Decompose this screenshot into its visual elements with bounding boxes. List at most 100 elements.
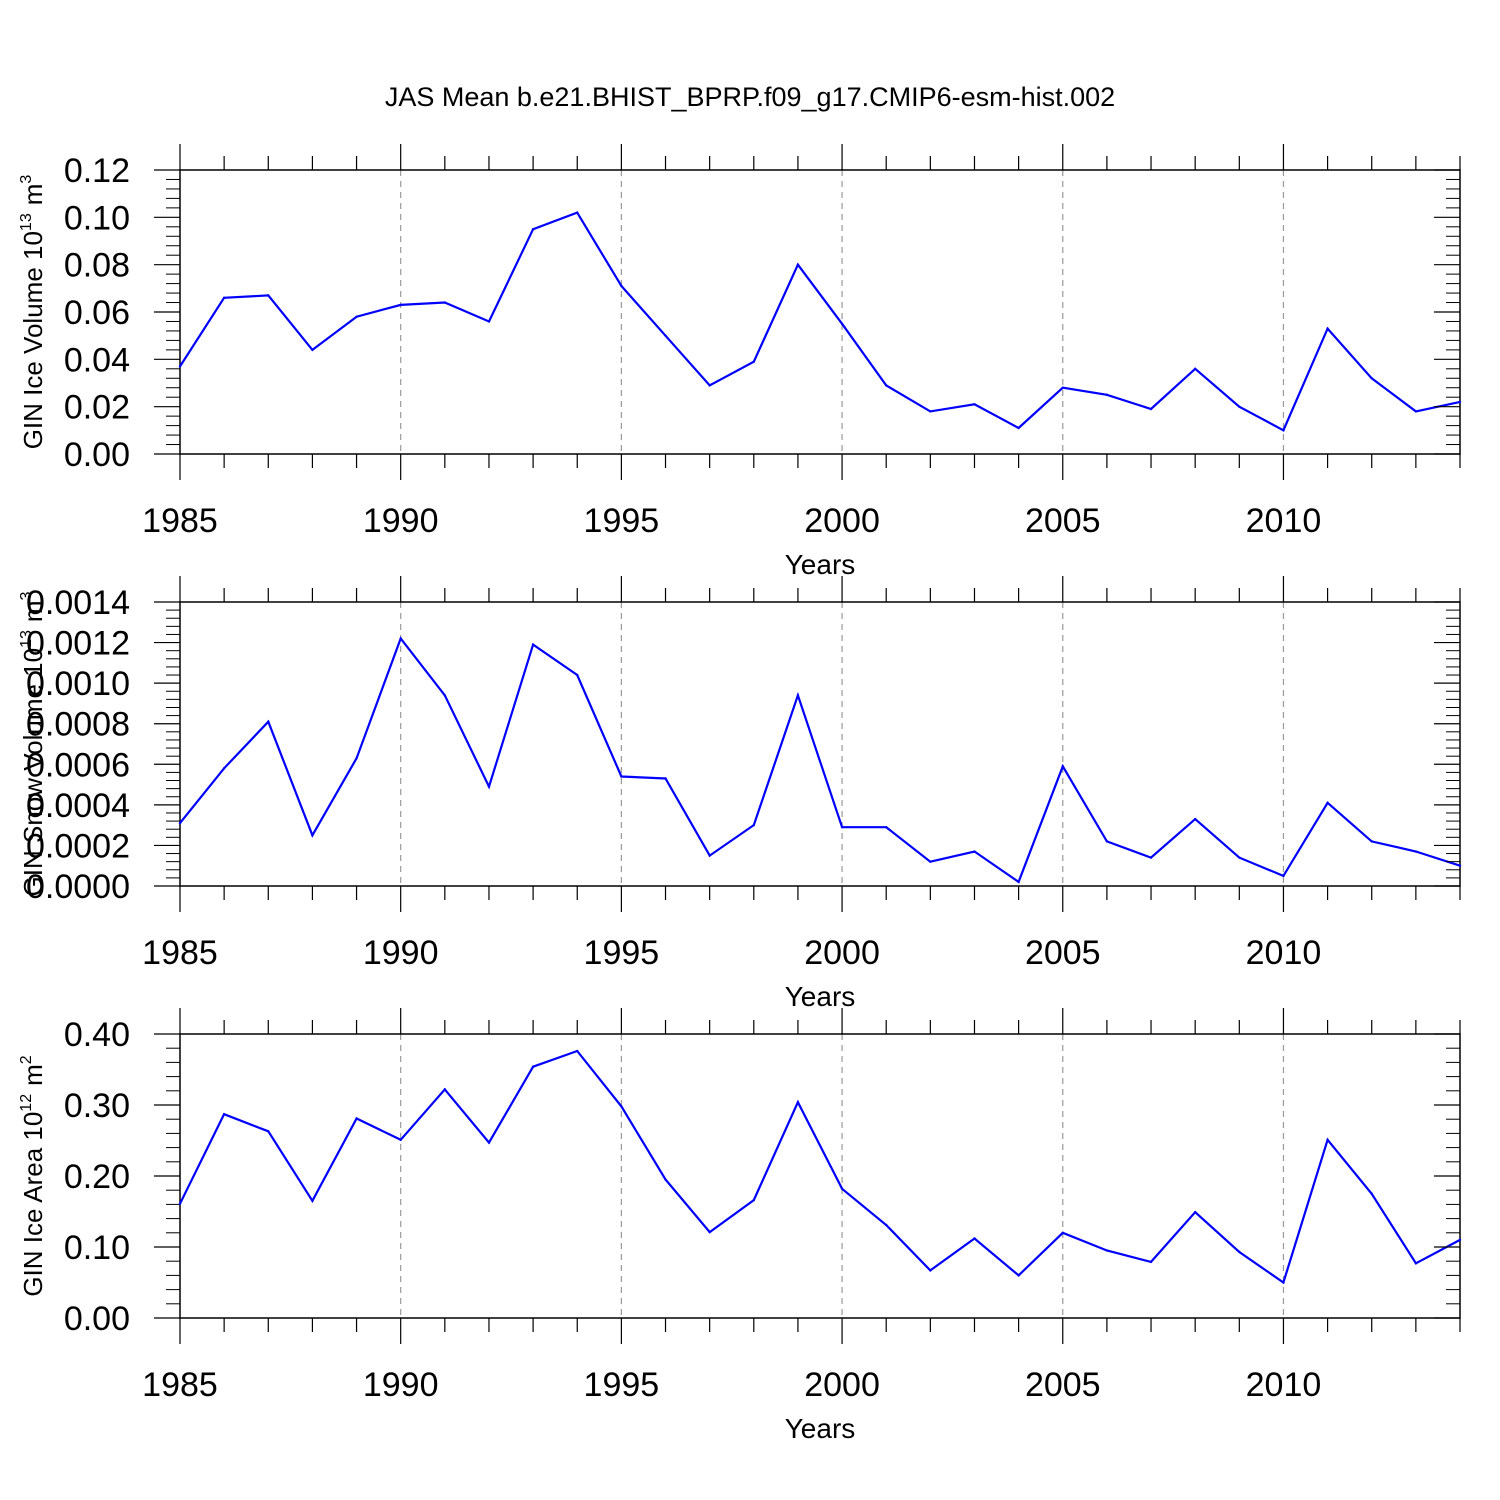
x-axis-label: Years xyxy=(785,1413,856,1444)
data-point xyxy=(1458,864,1462,867)
data-point xyxy=(222,1113,226,1116)
data-point xyxy=(1105,1249,1109,1252)
x-tick-label: 2000 xyxy=(804,1366,880,1404)
data-point xyxy=(1149,407,1153,411)
data-point xyxy=(311,1199,314,1203)
y-tick-label: 0.00 xyxy=(64,436,130,474)
x-tick-label: 1995 xyxy=(584,502,660,540)
y-axis-label-exponent: 12 xyxy=(18,1094,35,1112)
data-point xyxy=(1193,367,1197,370)
data-point xyxy=(1326,1138,1329,1141)
y-tick-label: 0.0012 xyxy=(26,625,130,663)
data-point xyxy=(840,1187,844,1190)
y-tick-label: 0.10 xyxy=(64,1229,130,1267)
plot-frame xyxy=(179,1033,1461,1319)
data-point xyxy=(267,294,270,297)
data-point xyxy=(1282,1281,1285,1284)
data-point xyxy=(885,825,888,829)
y-axis-label-main: GIN Ice Area 10 xyxy=(18,1112,48,1297)
x-tick-label: 1990 xyxy=(363,1366,439,1404)
data-point xyxy=(311,348,314,352)
data-point xyxy=(399,637,402,640)
data-point xyxy=(531,1065,535,1068)
y-tick-label: 0.0006 xyxy=(26,746,130,784)
chart-panel-1: 1985 1990 1995 2000 2005 2010 Years 0.00 0.02 0.0… xyxy=(18,144,1462,580)
y-axis-label-main: GIN Snow Volume 10 xyxy=(18,648,48,897)
data-point xyxy=(1061,1231,1064,1235)
data-point xyxy=(1282,429,1285,432)
data-point xyxy=(620,284,623,288)
data-point xyxy=(355,757,358,760)
y-tick-label: 0.0000 xyxy=(26,868,130,906)
x-axis-label: Years xyxy=(785,981,856,1012)
data-point xyxy=(973,403,976,406)
data-point xyxy=(1326,327,1329,330)
data-point xyxy=(973,1237,976,1240)
y-axis-label-exponent: 13 xyxy=(18,213,35,231)
data-point xyxy=(885,1223,888,1227)
data-point xyxy=(399,1138,402,1141)
panels-container: 1985 1990 1995 2000 2005 2010 Years 0.00 0.02 0.0… xyxy=(18,144,1462,1444)
data-point xyxy=(929,1269,932,1272)
data-point xyxy=(752,823,755,827)
data-point xyxy=(708,854,711,857)
x-tick-label: 1995 xyxy=(584,934,660,972)
data-point xyxy=(1149,856,1153,859)
data-point xyxy=(929,860,932,863)
data-point xyxy=(620,1105,623,1108)
data-point xyxy=(1105,840,1109,843)
data-point xyxy=(576,1049,579,1053)
data-point xyxy=(664,1178,667,1181)
x-tick-label: 2000 xyxy=(804,934,880,972)
y-tick-label: 0.30 xyxy=(64,1087,130,1125)
data-point xyxy=(531,227,535,231)
chart-panel-2: 1985 1990 1995 2000 2005 2010Years0.00000.000… xyxy=(18,576,1462,1012)
x-tick-label: 1990 xyxy=(363,502,439,540)
data-point xyxy=(267,720,270,723)
data-point xyxy=(576,673,579,677)
x-tick-label: 1995 xyxy=(584,1366,660,1404)
y-tick-label: 0.0010 xyxy=(26,665,130,703)
data-point xyxy=(840,322,844,326)
data-point xyxy=(399,303,402,307)
data-point xyxy=(752,1198,755,1202)
x-tick-label: 2010 xyxy=(1246,934,1322,972)
x-tick-label: 2010 xyxy=(1246,502,1322,540)
data-point xyxy=(1017,426,1020,430)
x-tick-label: 2005 xyxy=(1025,1366,1101,1404)
data-point xyxy=(1414,410,1418,413)
y-axis-label-exponent: 13 xyxy=(18,630,35,648)
data-point xyxy=(1017,1274,1020,1277)
y-axis-label-unit-exponent: 2 xyxy=(18,1055,35,1064)
y-tick-label: 0.04 xyxy=(64,341,130,379)
data-point xyxy=(1193,1211,1197,1214)
data-point xyxy=(222,296,226,299)
data-point xyxy=(1193,817,1197,821)
data-point xyxy=(267,1130,270,1133)
y-tick-label: 0.40 xyxy=(64,1016,130,1054)
y-tick-label: 0.06 xyxy=(64,294,130,332)
data-point xyxy=(973,850,976,853)
data-point xyxy=(443,301,447,304)
data-point xyxy=(1370,1192,1373,1195)
data-point xyxy=(1458,400,1462,404)
data-point xyxy=(1061,765,1064,768)
data-point xyxy=(1458,1238,1462,1242)
y-axis-label: GIN Ice Volume 1013 m3 xyxy=(18,175,48,450)
data-point xyxy=(1370,377,1373,380)
y-tick-label: 0.02 xyxy=(64,389,130,427)
data-point xyxy=(487,320,491,323)
y-tick-label: 0.0008 xyxy=(26,706,130,744)
y-tick-label: 0.10 xyxy=(64,199,130,237)
data-point xyxy=(443,1088,447,1091)
x-tick-label: 1985 xyxy=(142,934,218,972)
y-tick-label: 0.0002 xyxy=(26,827,130,865)
y-tick-label: 0.12 xyxy=(64,152,130,190)
chart-panel-3: 1985 1990 1995 2000 2005 2010 Years 0.00 0.10 0.2… xyxy=(18,1008,1462,1444)
data-point xyxy=(796,263,800,266)
x-tick-label: 1985 xyxy=(142,502,218,540)
y-axis-label-unit: m xyxy=(18,184,48,206)
y-tick-label: 0.08 xyxy=(64,247,130,285)
data-point xyxy=(1370,840,1373,843)
